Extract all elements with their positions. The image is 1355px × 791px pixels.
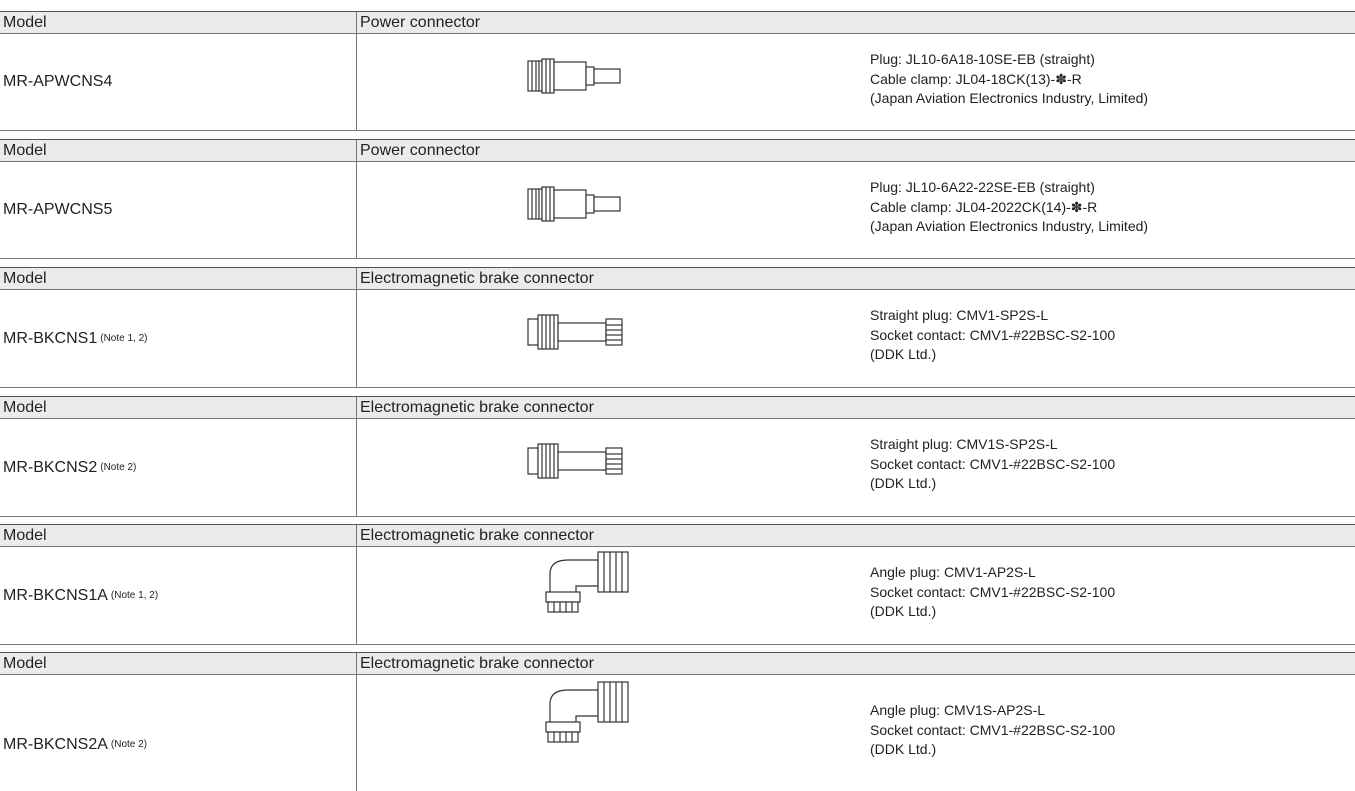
connector-icon: [527, 186, 621, 222]
model-cell: MR-APWCNS4: [0, 34, 357, 130]
connector-table: Model Electromagnetic brake connector MR-B…: [0, 652, 1355, 791]
connector-table: Model Power connector MR-APWCNS4 Plug: JL10…: [0, 11, 1355, 131]
header-connector: Power connector: [360, 14, 481, 31]
header-connector: Electromagnetic brake connector: [360, 270, 594, 287]
model-name: MR-APWCNS4: [3, 73, 113, 90]
connector-icon: [527, 58, 621, 94]
description-line: Plug: JL10-6A18-10SE-EB (straight): [870, 51, 1095, 67]
header-model: Model: [0, 525, 357, 546]
header-row: Model Electromagnetic brake connector: [0, 267, 1355, 290]
connector-table: Model Power connector MR-APWCNS5 Plug: JL10…: [0, 139, 1355, 259]
body-row: MR-BKCNS2 (Note 2) Straight plug: CMV1S-SP…: [0, 419, 1355, 517]
connector-icon: [527, 443, 623, 479]
model-note: (Note 1, 2): [110, 590, 159, 601]
description-line: Cable clamp: JL04-18CK(13)-✽-R: [870, 70, 1082, 87]
connector-cell: Straight plug: CMV1-SP2S-L Socket contact…: [357, 290, 1355, 387]
connector-description: Plug: JL10-6A18-10SE-EB (straight) Cable …: [870, 50, 1148, 109]
connector-table: Model Electromagnetic brake connector MR-B…: [0, 267, 1355, 388]
header-connector: Electromagnetic brake connector: [360, 399, 594, 416]
header-row: Model Electromagnetic brake connector: [0, 652, 1355, 675]
description-line: Plug: JL10-6A22-22SE-EB (straight): [870, 179, 1095, 195]
description-line: Angle plug: CMV1-AP2S-L: [870, 564, 1036, 580]
body-row: MR-BKCNS1 (Note 1, 2) Straight plug: CMV1-…: [0, 290, 1355, 388]
model-note: (Note 2): [110, 739, 148, 750]
header-connector: Power connector: [360, 142, 481, 159]
description-line: Straight plug: CMV1S-SP2S-L: [870, 436, 1058, 452]
description-line: (DDK Ltd.): [870, 603, 937, 619]
model-cell: MR-BKCNS1A (Note 1, 2): [0, 547, 357, 644]
connector-icon: [545, 681, 629, 743]
header-row: Model Electromagnetic brake connector: [0, 396, 1355, 419]
header-model: Model: [0, 12, 357, 33]
description-line: (DDK Ltd.): [870, 346, 937, 362]
model-name: MR-BKCNS2: [3, 458, 98, 476]
description-line: Angle plug: CMV1S-AP2S-L: [870, 702, 1046, 718]
connector-description: Angle plug: CMV1S-AP2S-L Socket contact: …: [870, 701, 1115, 760]
description-line: Socket contact: CMV1-#22BSC-S2-100: [870, 326, 1116, 343]
header-connector: Electromagnetic brake connector: [360, 655, 594, 672]
body-row: MR-BKCNS2A (Note 2) Angle plug: CMV1S-AP2S…: [0, 675, 1355, 791]
body-row: MR-APWCNS5 Plug: JL10-6A22-22SE-EB (strai…: [0, 162, 1355, 259]
connector-description: Angle plug: CMV1-AP2S-L Socket contact: C…: [870, 563, 1115, 622]
model-name: MR-BKCNS2A: [3, 735, 108, 753]
connector-cell: Straight plug: CMV1S-SP2S-L Socket contac…: [357, 419, 1355, 516]
connector-icon: [527, 314, 623, 350]
header-row: Model Power connector: [0, 139, 1355, 162]
header-model: Model: [0, 653, 357, 674]
model-note: (Note 2): [100, 462, 137, 473]
model-cell: MR-BKCNS2 (Note 2): [0, 419, 357, 516]
connector-cell: Angle plug: CMV1-AP2S-L Socket contact: C…: [357, 547, 1355, 644]
description-line: Socket contact: CMV1-#22BSC-S2-100: [870, 721, 1116, 738]
connector-cell: Plug: JL10-6A22-22SE-EB (straight) Cable …: [357, 162, 1355, 258]
description-line: Straight plug: CMV1-SP2S-L: [870, 307, 1049, 323]
header-row: Model Electromagnetic brake connector: [0, 524, 1355, 547]
description-line: (Japan Aviation Electronics Industry, Li…: [870, 90, 1149, 106]
connector-cell: Angle plug: CMV1S-AP2S-L Socket contact: …: [357, 675, 1355, 791]
description-line: Socket contact: CMV1-#22BSC-S2-100: [870, 583, 1116, 600]
header-connector: Electromagnetic brake connector: [360, 527, 594, 544]
description-line: Socket contact: CMV1-#22BSC-S2-100: [870, 455, 1116, 472]
model-cell: MR-BKCNS2A (Note 2): [0, 675, 357, 791]
model-name: MR-BKCNS1A: [3, 586, 108, 604]
description-line: (Japan Aviation Electronics Industry, Li…: [870, 218, 1149, 234]
model-cell: MR-BKCNS1 (Note 1, 2): [0, 290, 357, 387]
header-row: Model Power connector: [0, 11, 1355, 34]
connector-icon: [545, 551, 629, 613]
description-line: (DDK Ltd.): [870, 741, 937, 757]
header-model: Model: [0, 140, 357, 161]
description-line: (DDK Ltd.): [870, 475, 937, 491]
header-model: Model: [0, 397, 357, 418]
model-name: MR-BKCNS1: [3, 329, 98, 347]
connector-description: Straight plug: CMV1S-SP2S-L Socket contac…: [870, 435, 1115, 494]
model-name: MR-APWCNS5: [3, 201, 113, 218]
header-model: Model: [0, 268, 357, 289]
connector-description: Straight plug: CMV1-SP2S-L Socket contact…: [870, 306, 1115, 365]
connector-cell: Plug: JL10-6A18-10SE-EB (straight) Cable …: [357, 34, 1355, 130]
connector-table: Model Electromagnetic brake connector MR-B…: [0, 396, 1355, 517]
body-row: MR-APWCNS4 Plug: JL10-6A18-10SE-EB (strai…: [0, 34, 1355, 131]
connector-description: Plug: JL10-6A22-22SE-EB (straight) Cable …: [870, 178, 1148, 237]
model-note: (Note 1, 2): [100, 333, 148, 344]
connector-table: Model Electromagnetic brake connector MR-B…: [0, 524, 1355, 645]
description-line: Cable clamp: JL04-2022CK(14)-✽-R: [870, 198, 1098, 215]
model-cell: MR-APWCNS5: [0, 162, 357, 258]
body-row: MR-BKCNS1A (Note 1, 2) Angle plug: CMV1-AP…: [0, 547, 1355, 645]
